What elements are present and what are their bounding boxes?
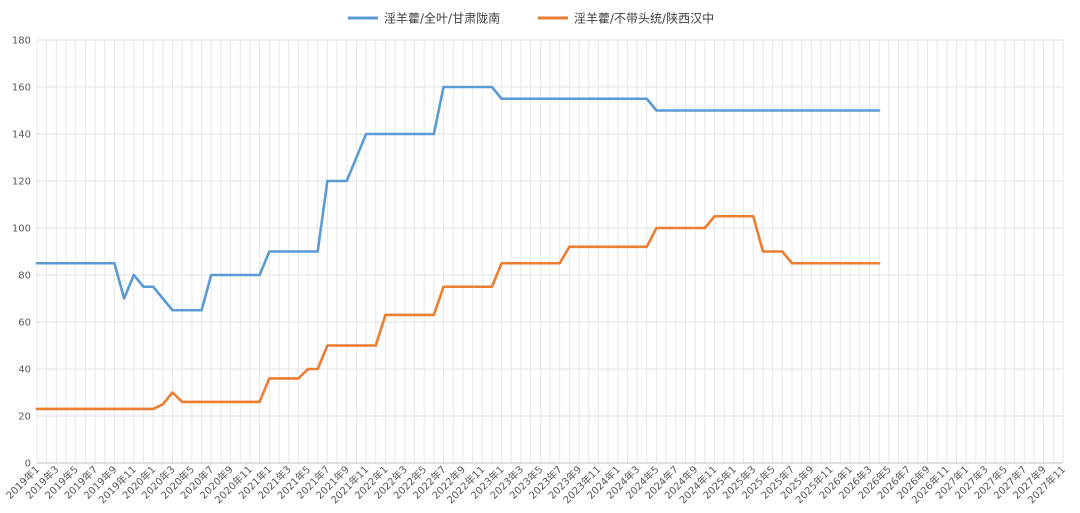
series-line-1 [35, 85, 881, 312]
y-tick-label: 60 [18, 318, 31, 329]
series-line-2 [35, 214, 881, 411]
grid [36, 39, 1064, 464]
legend: 淫羊藿/全叶/甘肃陇南 淫羊藿/不带头统/陕西汉中 [348, 11, 714, 26]
y-tick-label: 40 [18, 365, 31, 376]
y-tick-label: 80 [18, 271, 31, 282]
y-tick-label: 180 [12, 36, 31, 47]
legend-label-1: 淫羊藿/全叶/甘肃陇南 [384, 11, 500, 26]
y-tick-label: 140 [12, 130, 31, 141]
y-tick-label: 120 [12, 177, 31, 188]
y-tick-label: 0 [25, 459, 31, 470]
legend-label-2: 淫羊藿/不带头统/陕西汉中 [574, 11, 714, 26]
y-tick-label: 20 [18, 412, 31, 423]
y-tick-label: 160 [12, 83, 31, 94]
series-lines [35, 85, 881, 411]
y-tick-label: 100 [12, 224, 31, 235]
